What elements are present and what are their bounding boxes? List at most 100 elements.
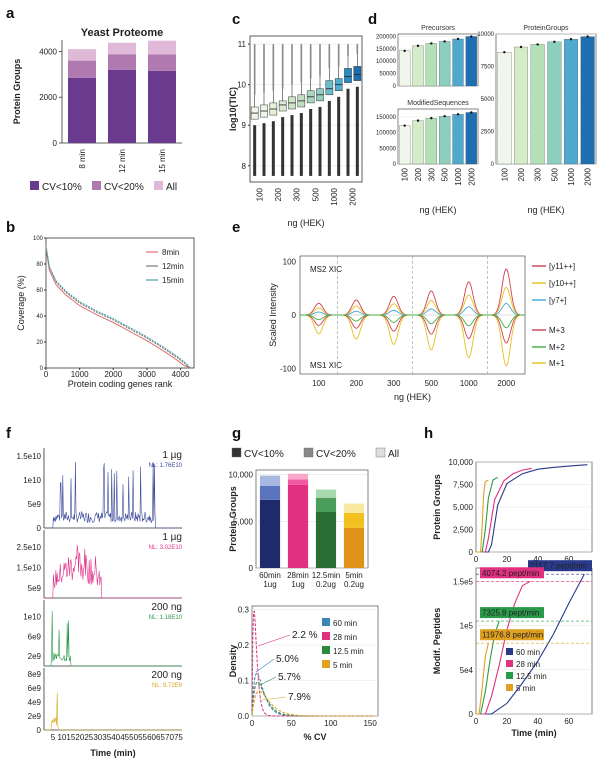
- x-tick-label: 5min: [345, 571, 362, 580]
- y-tick-label: 100: [283, 257, 297, 266]
- outlier-strip-high: [356, 44, 359, 55]
- legend-label: M+2: [549, 343, 565, 352]
- bar: [259, 475, 281, 486]
- x-tick-label: 40: [533, 717, 542, 726]
- x-tick-label: 100: [401, 167, 410, 181]
- y-tick-label: 6e9: [28, 684, 42, 693]
- nl-label: NL: 3.02E10: [149, 545, 183, 551]
- cumulative-line-3: [476, 479, 489, 553]
- y-tick-label: 7,500: [453, 481, 474, 490]
- bar-point: [569, 38, 573, 41]
- x-axis-label: ng (HEK): [287, 218, 324, 228]
- legend-label: CV<10%: [42, 182, 82, 193]
- x-tick-label: 65: [156, 733, 165, 742]
- bar-point: [456, 37, 460, 41]
- x-tick-label: 75: [174, 733, 183, 742]
- x-tick-label: 300: [427, 167, 436, 181]
- y-tick-label: 0.2: [238, 641, 250, 650]
- x-tick-label: 150: [363, 719, 377, 728]
- y-tick-label: 0: [491, 162, 495, 168]
- y-tick-label: 1e10: [23, 476, 41, 485]
- x-tick-label: 0: [474, 555, 479, 564]
- bar-CV10-2: [148, 70, 176, 143]
- x-tick-label: 50: [287, 719, 296, 728]
- x-tick-label: 0.2ug: [344, 580, 364, 589]
- legend-label: 12.5 min: [516, 672, 547, 681]
- y-tick-label: 0: [40, 366, 44, 372]
- outlier-strip-high: [281, 44, 284, 89]
- x-tick-label: 28min: [287, 571, 309, 580]
- panel-d-chart: Precursors050000100000150000200000Modifi…: [376, 25, 597, 215]
- x-axis-label: % CV: [303, 732, 326, 742]
- y-tick-label: 8: [242, 162, 247, 171]
- annotation-pointer: [261, 696, 287, 701]
- series-line-8min: [45, 248, 191, 369]
- cv-annotation: 5.7%: [278, 672, 301, 683]
- panel-label-e: e: [232, 219, 240, 236]
- cumulative-line-0: [476, 464, 588, 553]
- y-tick-label: 4000: [39, 47, 57, 56]
- bar: [399, 50, 411, 87]
- bar-CV20-0: [68, 60, 96, 78]
- ms1-label: MS1 XIC: [310, 361, 342, 370]
- rate-label: 11976.8 pept/min: [482, 631, 543, 640]
- x-tick-label: 60: [564, 717, 573, 726]
- y-tick-label: 0: [249, 564, 254, 573]
- x-tick-label: 1ug: [291, 580, 304, 589]
- y-tick-label: 2.5e10: [17, 543, 42, 552]
- y-tick-label: 2e9: [28, 712, 42, 721]
- bar: [452, 114, 464, 165]
- legend-label: CV<20%: [316, 449, 356, 460]
- outlier-strip-low: [355, 86, 359, 176]
- bar: [287, 473, 309, 480]
- x-tick-label: 300: [293, 187, 302, 201]
- x-tick-label: 1ug: [263, 580, 276, 589]
- outlier-strip-high: [328, 44, 331, 69]
- legend-swatch: [154, 181, 163, 190]
- bar: [439, 116, 451, 165]
- nl-label: NL: 1.76E10: [149, 463, 183, 469]
- bar-All-0: [68, 49, 96, 61]
- y-tick-label: 10000: [477, 32, 494, 38]
- chart-title: ProteinGroups: [523, 25, 569, 32]
- y-tick-label: 0.1: [238, 677, 250, 686]
- legend-swatch: [322, 618, 330, 626]
- y-tick-label: 5e9: [28, 500, 42, 509]
- annotation-pointer: [255, 658, 275, 673]
- y-tick-label: 0: [292, 311, 297, 320]
- plot-frame: [45, 237, 195, 369]
- bar: [315, 498, 337, 512]
- rate-label-bg: [480, 607, 544, 619]
- x-tick-label: 200: [414, 167, 423, 181]
- x-tick-label: 20: [502, 717, 511, 726]
- y-tick-label: 2e9: [28, 652, 42, 661]
- load-label: 1 µg: [162, 450, 182, 461]
- bar: [452, 38, 464, 87]
- x-tick-label: 12 min: [118, 149, 127, 173]
- x-axis-label: ng (HEK): [419, 205, 456, 215]
- x-tick-label: 1000: [71, 370, 89, 379]
- bar: [343, 503, 365, 513]
- x-tick-label: 200: [274, 187, 283, 201]
- x-tick-label: 2000: [104, 370, 122, 379]
- bar-CV10-1: [108, 69, 136, 143]
- bar: [343, 527, 365, 568]
- bar-point: [416, 119, 420, 122]
- annotation-pointer: [257, 634, 291, 647]
- outlier-strip-high: [347, 44, 349, 57]
- legend-label: [y11++]: [549, 262, 575, 271]
- outlier-strip-low: [271, 121, 275, 176]
- bar-point: [443, 40, 446, 43]
- bar-point: [536, 43, 539, 46]
- y-tick-label: 80: [36, 262, 43, 268]
- legend-swatch: [322, 660, 330, 668]
- y-tick-label: 150000: [376, 47, 397, 53]
- y-tick-label: 0: [37, 726, 42, 735]
- x-tick-label: 0: [250, 719, 255, 728]
- x-tick-label: 2000: [467, 167, 476, 185]
- bar: [287, 484, 309, 568]
- legend-label: 5 min: [516, 684, 536, 693]
- y-tick-label: 11: [238, 40, 247, 49]
- x-tick-label: 40: [111, 733, 120, 742]
- x-tick-label: 200: [517, 167, 526, 181]
